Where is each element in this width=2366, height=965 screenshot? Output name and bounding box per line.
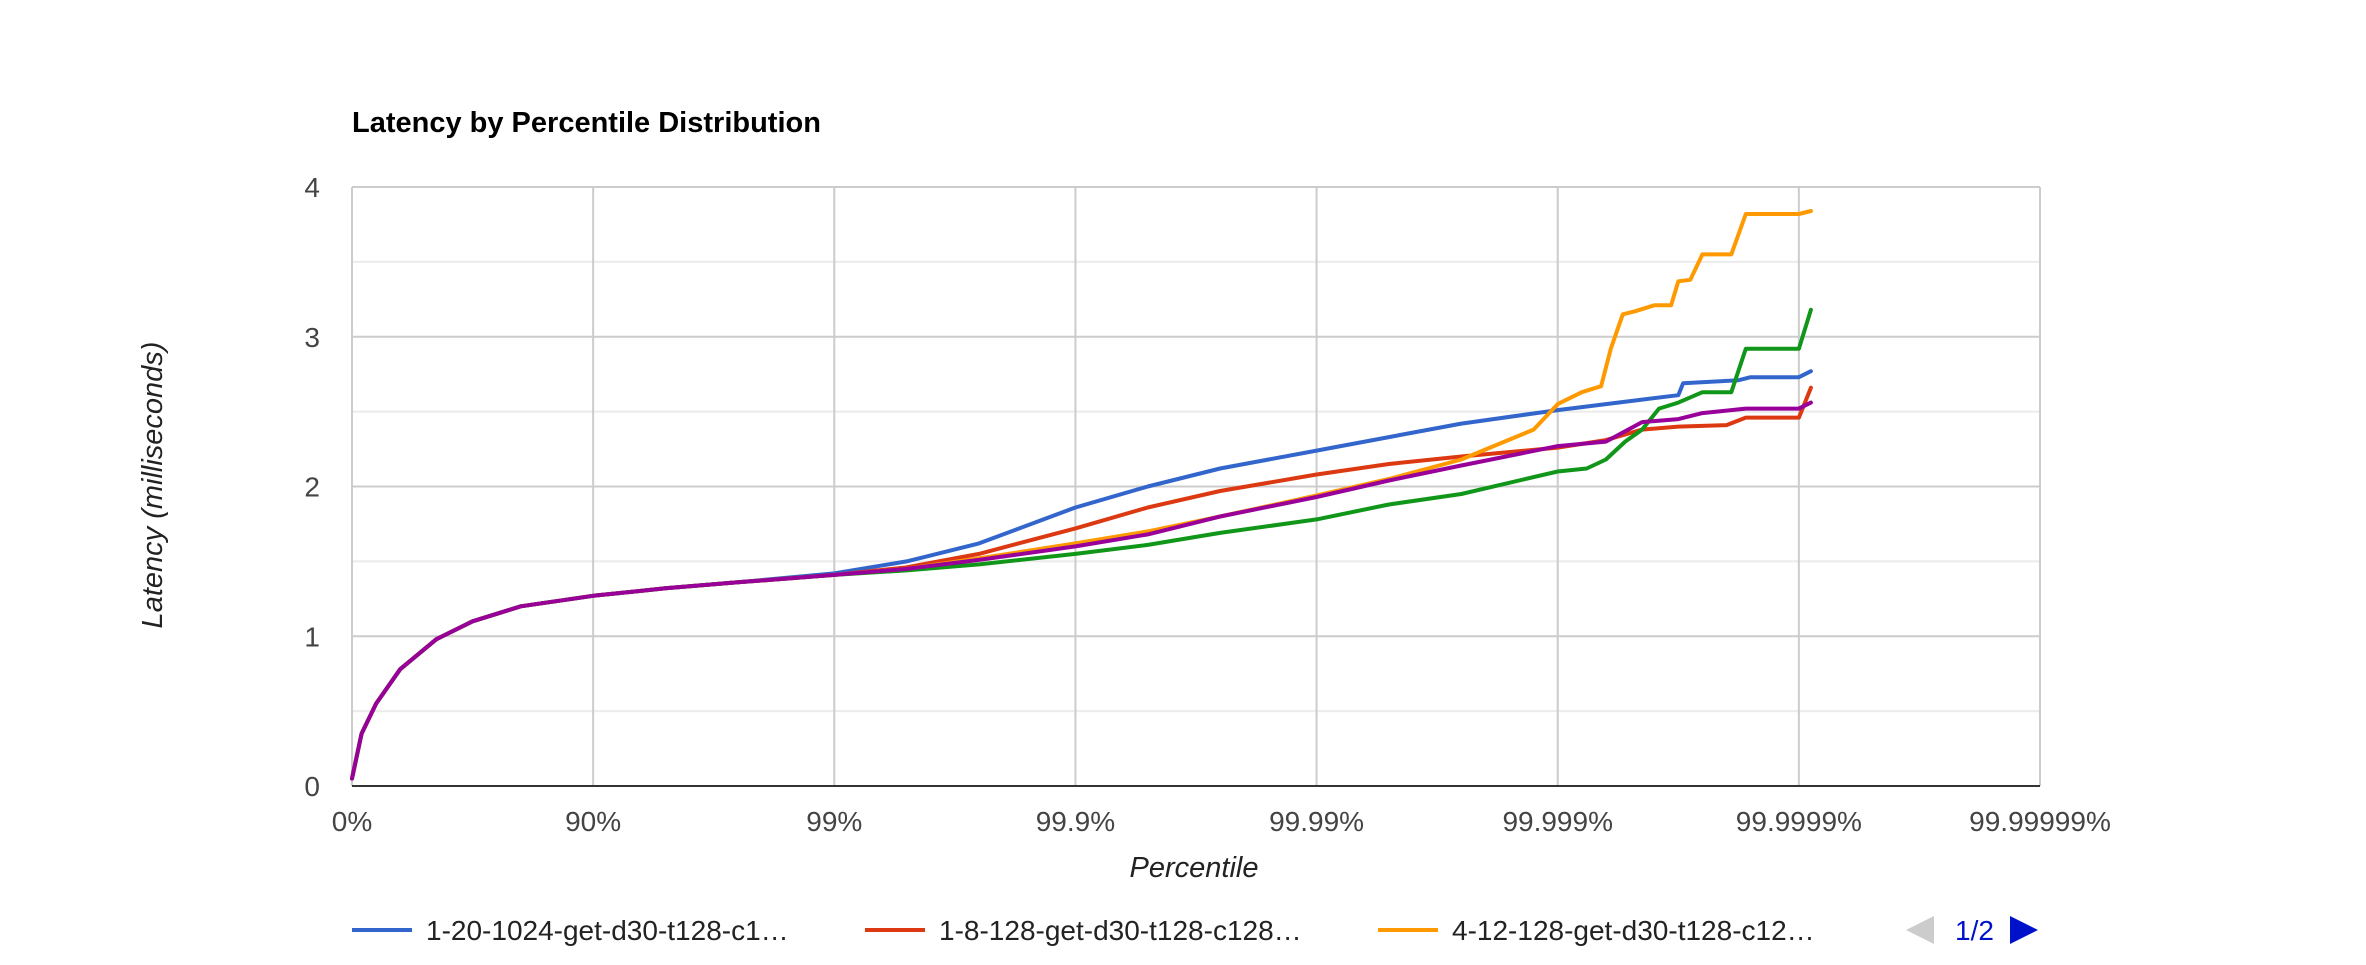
legend-label: 1-20-1024-get-d30-t128-c1…	[426, 915, 789, 946]
y-tick-label: 3	[304, 322, 320, 353]
series-line-2	[350, 385, 1813, 781]
x-tick-label: 99.9%	[1036, 806, 1115, 837]
series-line-1	[350, 369, 1813, 781]
x-tick-label: 99.999%	[1502, 806, 1613, 837]
series-layer	[350, 209, 1813, 781]
series-line-3	[350, 209, 1813, 781]
y-tick-label: 4	[304, 172, 320, 203]
legend-label: 4-12-128-get-d30-t128-c12…	[1452, 915, 1815, 946]
grid-layer	[351, 186, 2041, 786]
y-tick-label: 1	[304, 621, 320, 652]
x-tick-label: 0%	[332, 806, 372, 837]
legend-pager: 1/2	[1906, 915, 2038, 946]
legend-item[interactable]: 1-20-1024-get-d30-t128-c1…	[352, 915, 789, 946]
x-tick-label: 90%	[565, 806, 621, 837]
axis-layer: 0 1 2 3 4 0% 90% 99% 99.9% 99.99% 99.999% 99.9999% 9…	[304, 172, 2110, 837]
next-page-icon[interactable]	[2010, 916, 2038, 944]
x-tick-label: 99.99999%	[1969, 806, 2111, 837]
previous-page-icon[interactable]	[1906, 916, 1934, 944]
x-tick-label: 99%	[806, 806, 862, 837]
y-tick-label: 2	[304, 472, 320, 503]
x-axis-title: Percentile	[1130, 852, 1259, 884]
series-line-5	[350, 400, 1813, 781]
legend-page-indicator: 1/2	[1955, 915, 1994, 946]
legend: 1-20-1024-get-d30-t128-c1… 1-8-128-get-d3…	[352, 915, 1815, 946]
legend-item[interactable]: 1-8-128-get-d30-t128-c128…	[865, 915, 1302, 946]
chart-title: Latency by Percentile Distribution	[352, 107, 821, 139]
y-tick-label: 0	[304, 771, 320, 802]
legend-label: 1-8-128-get-d30-t128-c128…	[939, 915, 1302, 946]
x-tick-label: 99.99%	[1269, 806, 1364, 837]
x-tick-label: 99.9999%	[1736, 806, 1862, 837]
legend-item[interactable]: 4-12-128-get-d30-t128-c12…	[1378, 915, 1815, 946]
y-axis-title: Latency (milliseconds)	[137, 342, 169, 629]
